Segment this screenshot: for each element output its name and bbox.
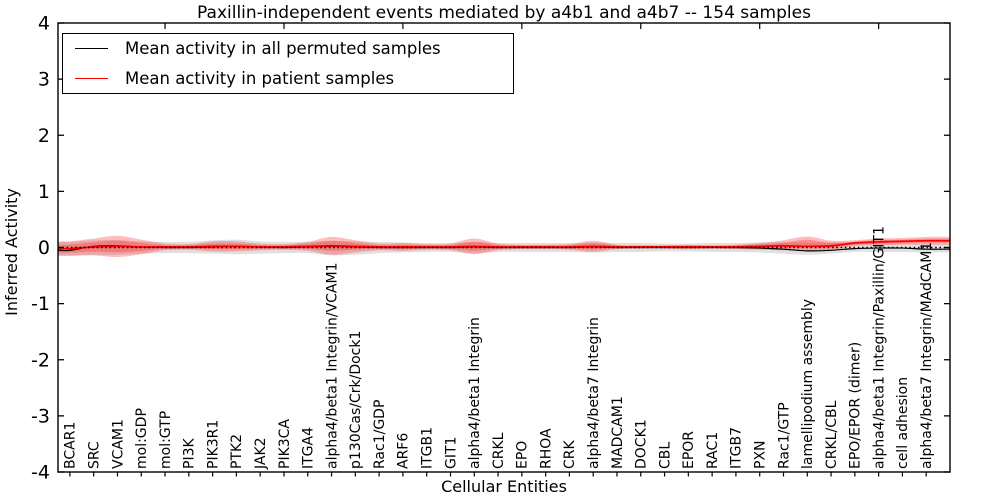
y-tick-label: -1 <box>31 293 50 315</box>
x-tick-label: CBL <box>657 442 673 469</box>
y-tick-label: -4 <box>31 462 50 484</box>
x-tick-label: alpha4/beta7 Integrin <box>586 317 602 469</box>
x-tick-label: PXN <box>753 440 769 469</box>
x-tick-label: mol:GDP <box>134 408 150 469</box>
x-tick-label: lamellipodium assembly <box>800 299 816 469</box>
x-tick-label: RHOA <box>538 428 554 469</box>
x-tick-label: alpha4/beta7 Integrin/MAdCAM1 <box>919 242 935 469</box>
y-axis-label: Inferred Activity <box>2 188 21 316</box>
x-tick-label: EPO/EPOR (dimer) <box>848 342 864 469</box>
permuted-line-swatch <box>75 48 108 49</box>
x-tick-label: PI3K <box>182 438 198 469</box>
y-tick-label: -3 <box>31 405 50 427</box>
y-tick-label: 0 <box>38 237 50 259</box>
legend-label-patient: Mean activity in patient samples <box>125 69 395 88</box>
x-tick-label: DOCK1 <box>634 419 650 469</box>
x-tick-label: PTK2 <box>229 434 245 469</box>
x-tick-label: ARF6 <box>396 433 412 469</box>
y-tick-label: 2 <box>38 125 50 147</box>
patient-line-swatch <box>75 78 108 79</box>
x-tick-label: SRC <box>86 441 102 469</box>
x-tick-label: mol:GTP <box>158 411 174 469</box>
x-tick-label: Rac1/GTP <box>776 402 792 469</box>
x-axis-label: Cellular Entities <box>441 477 567 496</box>
legend-label-permuted: Mean activity in all permuted samples <box>125 39 441 58</box>
chart-title: Paxillin-independent events mediated by … <box>197 3 811 23</box>
x-tick-label: CRKL/CBL <box>824 400 840 469</box>
y-tick-label: 1 <box>38 181 50 203</box>
x-tick-label: PIK3CA <box>277 419 293 469</box>
x-tick-label: BCAR1 <box>63 422 79 469</box>
legend-item-patient: Mean activity in patient samples <box>75 67 513 91</box>
x-tick-label: MADCAM1 <box>610 396 626 469</box>
x-tick-label: Rac1/GDP <box>372 400 388 469</box>
x-tick-label: EPO <box>515 441 531 469</box>
y-tick-label: -2 <box>31 349 50 371</box>
y-tick-label: 4 <box>38 13 50 35</box>
x-tick-label: PIK3R1 <box>205 420 221 469</box>
x-tick-label: GIT1 <box>443 437 459 469</box>
x-tick-label: alpha4/beta1 Integrin/VCAM1 <box>324 263 340 470</box>
x-tick-label: JAK2 <box>253 437 269 470</box>
legend: Mean activity in all permuted samples Me… <box>62 33 514 94</box>
patient-spread-band-inner <box>58 238 950 253</box>
y-tick-label: 3 <box>38 69 50 91</box>
x-tick-label: CRK <box>562 439 578 469</box>
x-tick-label: EPOR <box>681 431 697 469</box>
x-tick-label: ITGB1 <box>419 427 435 469</box>
x-tick-label: ITGB7 <box>729 427 745 469</box>
x-tick-label: CRKL <box>491 432 507 469</box>
x-tick-label: ITGA4 <box>301 427 317 469</box>
x-tick-label: p130Cas/Crk/Dock1 <box>348 331 364 469</box>
x-tick-label: alpha4/beta1 Integrin/Paxillin/GIT1 <box>871 226 887 469</box>
x-tick-label: VCAM1 <box>110 419 126 469</box>
x-tick-label: RAC1 <box>705 432 721 469</box>
x-tick-label: cell adhesion <box>895 377 911 469</box>
legend-item-permuted: Mean activity in all permuted samples <box>75 37 513 61</box>
x-tick-label: alpha4/beta1 Integrin <box>467 317 483 469</box>
